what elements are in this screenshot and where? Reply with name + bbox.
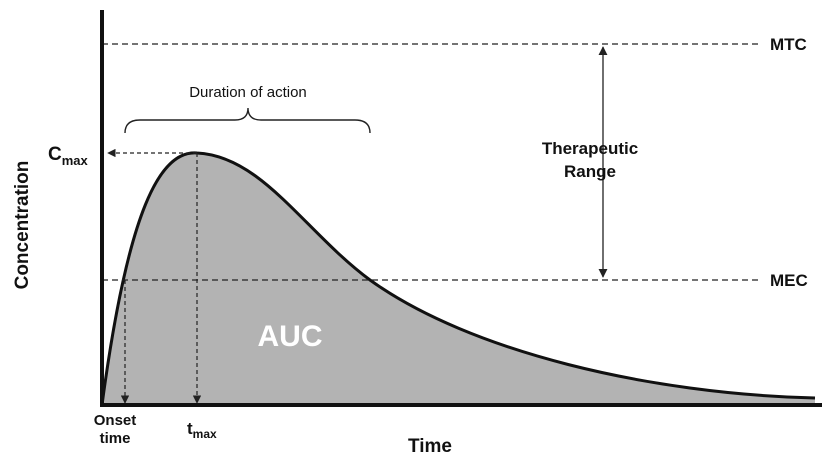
concentration-curve [100, 151, 816, 406]
x-axis-label: Time [408, 436, 452, 457]
cmax-label: Cmax [48, 144, 89, 168]
range-label: Therapeutic [542, 139, 638, 158]
range-label: Range [564, 162, 616, 181]
tmax-label: tmax [187, 419, 217, 441]
onset-label: time [100, 430, 131, 447]
mec-label: MEC [770, 271, 808, 290]
y-axis-label: Concentration [12, 161, 33, 290]
duration-brace [124, 107, 371, 134]
duration-label: Duration of action [189, 84, 307, 101]
tmax-main: t [187, 419, 193, 438]
onset-label: Onset [94, 412, 137, 429]
mtc-label: MTC [770, 35, 807, 54]
cmax-main: C [48, 144, 62, 165]
auc-area [102, 152, 815, 405]
auc-label: AUC [258, 320, 323, 353]
tmax-sub: max [193, 427, 217, 441]
cmax-sub: max [62, 153, 89, 168]
